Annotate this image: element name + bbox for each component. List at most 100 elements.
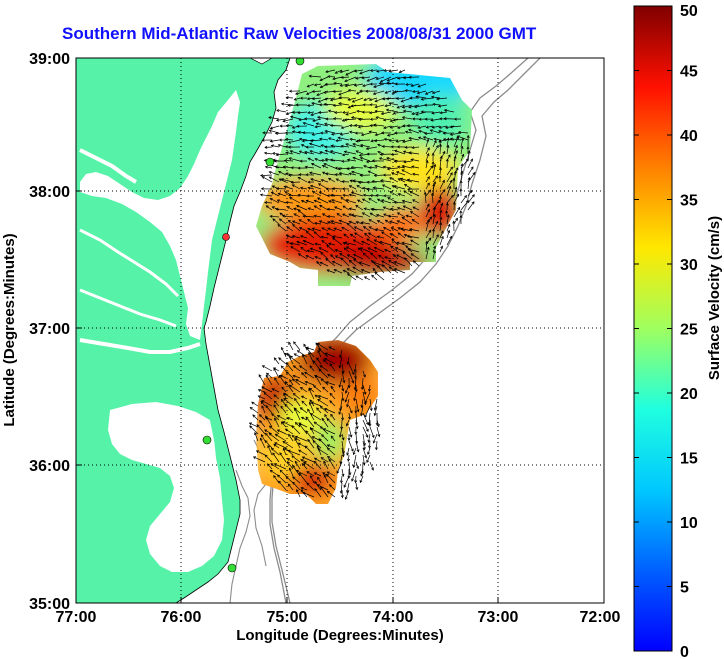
velocity-vector-head: [450, 194, 454, 198]
velocity-vector-head: [265, 405, 269, 409]
velocity-vector: [340, 132, 350, 136]
velocity-vector-head: [282, 440, 286, 444]
velocity-vector: [341, 384, 344, 391]
velocity-vector-head: [282, 119, 286, 123]
velocity-vector-head: [346, 361, 350, 365]
velocity-vector: [393, 185, 406, 190]
station-marker-red: [222, 233, 230, 241]
velocity-vector: [354, 232, 364, 239]
velocity-vector: [260, 401, 266, 407]
velocity-vector-head: [374, 271, 378, 275]
velocity-vector-head: [402, 150, 407, 154]
velocity-vector: [292, 482, 301, 491]
velocity-vector: [271, 145, 280, 148]
velocity-vector-head: [264, 145, 268, 149]
velocity-vector-head: [372, 267, 376, 271]
velocity-vector: [328, 243, 336, 246]
velocity-vector-head: [324, 129, 328, 133]
velocity-vector: [366, 454, 371, 463]
velocity-vector-head: [327, 455, 331, 459]
velocity-vector-head: [313, 199, 317, 203]
velocity-vector: [363, 97, 371, 101]
velocity-vector-head: [306, 249, 310, 253]
velocity-vector-head: [348, 193, 352, 197]
velocity-vector-head: [465, 158, 469, 162]
velocity-vector: [425, 241, 428, 253]
velocity-vector: [260, 434, 266, 442]
velocity-vector: [408, 137, 420, 141]
velocity-vector: [340, 482, 343, 494]
velocity-vector: [362, 384, 366, 395]
velocity-vector: [289, 197, 301, 204]
velocity-vector: [303, 461, 315, 470]
velocity-vector: [314, 231, 322, 239]
velocity-vector-head: [377, 150, 381, 154]
velocity-vector-head: [297, 130, 301, 134]
velocity-vector: [249, 407, 259, 414]
velocity-vector: [300, 235, 308, 239]
velocity-vector: [271, 447, 280, 456]
velocity-vector-head: [271, 413, 275, 417]
velocity-vector: [301, 416, 308, 421]
velocity-vector: [300, 459, 308, 463]
velocity-vector-head: [311, 101, 315, 105]
velocity-vector-head: [363, 207, 367, 211]
velocity-vector-head: [417, 136, 422, 140]
velocity-vector-head: [317, 183, 322, 186]
velocity-vector-head: [427, 218, 431, 222]
velocity-vector-head: [264, 165, 269, 169]
velocity-vector: [254, 432, 259, 442]
velocity-vector: [374, 97, 385, 102]
velocity-vector: [433, 138, 441, 141]
river-james: [79, 338, 201, 354]
velocity-vector-head: [359, 247, 363, 251]
velocity-vector-head: [308, 387, 312, 392]
velocity-vector-head: [300, 459, 304, 462]
velocity-vector: [276, 118, 287, 121]
velocity-vector-head: [296, 350, 300, 353]
velocity-vector: [341, 145, 350, 148]
barrier-island: [208, 419, 233, 576]
velocity-vector: [324, 358, 336, 365]
velocity-vector-head: [383, 137, 387, 141]
velocity-vector: [394, 261, 406, 267]
velocity-vector: [276, 153, 287, 156]
velocity-vector: [402, 116, 413, 120]
velocity-vector-head: [354, 123, 358, 127]
velocity-vector: [425, 90, 434, 95]
velocity-vector-head: [427, 182, 430, 186]
velocity-vector-head: [405, 245, 409, 249]
velocity-vector: [319, 191, 329, 197]
velocity-vector-head: [461, 153, 465, 157]
velocity-vector: [425, 189, 431, 197]
velocity-vector-head: [260, 187, 264, 191]
velocity-vector-head: [411, 172, 416, 176]
velocity-vector: [339, 426, 343, 438]
velocity-vector: [281, 386, 287, 393]
velocity-vector: [277, 474, 287, 484]
velocity-vector-head: [320, 158, 324, 162]
velocity-vector-head: [376, 69, 380, 73]
velocity-vector-head: [386, 133, 391, 137]
velocity-vector-head: [346, 458, 350, 462]
velocity-vector-head: [293, 353, 297, 357]
velocity-vector-head: [272, 452, 276, 456]
velocity-vector-head: [300, 416, 305, 420]
velocity-vector-head: [343, 118, 347, 122]
velocity-vector-head: [302, 461, 307, 465]
velocity-vector-head: [455, 136, 459, 140]
velocity-vector: [277, 429, 287, 435]
velocity-vector-head: [313, 205, 317, 209]
velocity-vector: [290, 150, 301, 155]
velocity-vector: [312, 132, 322, 136]
velocity-vector: [405, 83, 413, 86]
velocity-vector-head: [368, 445, 372, 449]
velocity-vector-head: [372, 186, 376, 190]
velocity-vector-head: [370, 139, 374, 143]
velocity-vector-head: [273, 400, 277, 404]
velocity-vector-head: [427, 147, 430, 151]
velocity-vector: [374, 239, 385, 246]
velocity-vector-head: [360, 473, 364, 477]
velocity-vector: [349, 131, 357, 134]
velocity-vector-head: [359, 71, 363, 75]
